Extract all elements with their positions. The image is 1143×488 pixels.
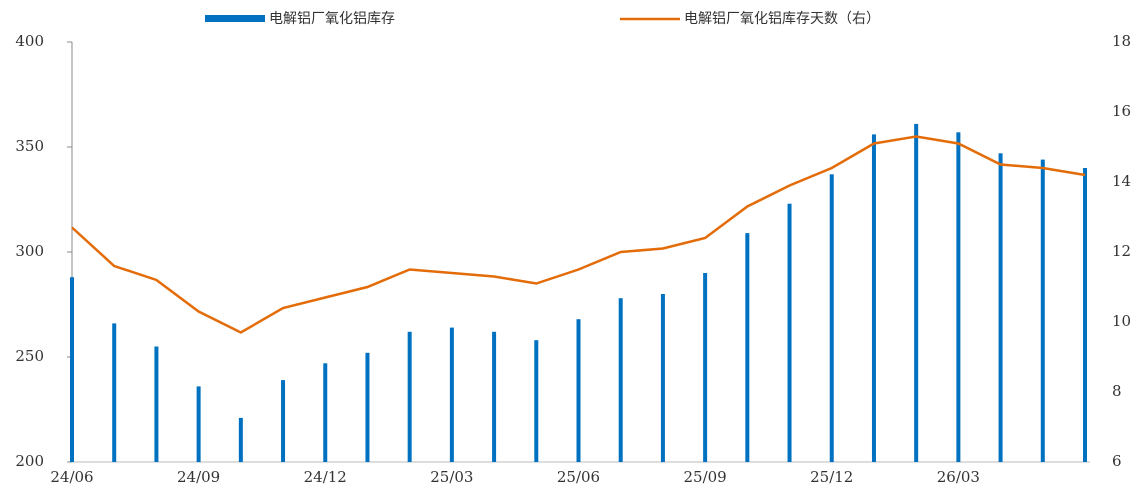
bar: [998, 153, 1003, 463]
x-tick-label: 25/09: [684, 468, 727, 486]
bar: [70, 277, 74, 462]
y2-tick-label: 6: [1112, 452, 1122, 470]
legend: 电解铝厂氧化铝库存 电解铝厂氧化铝库存天数（右）: [205, 11, 880, 27]
bar: [365, 352, 370, 462]
x-tick-label: 24/12: [304, 468, 347, 486]
bar: [449, 327, 454, 462]
bar: [956, 132, 961, 463]
y2-tick-label: 8: [1112, 382, 1122, 400]
x-tick-label: 24/09: [177, 468, 220, 486]
bar: [914, 123, 919, 463]
line: [71, 135, 1086, 334]
x-tick-label: 25/06: [557, 468, 600, 486]
bar: [534, 340, 539, 462]
bar: [112, 323, 117, 462]
x-tick-label: 25/03: [430, 468, 473, 486]
bar: [281, 380, 286, 462]
bar: [660, 294, 665, 462]
y2-tick-label: 12: [1112, 242, 1131, 260]
y-tick-label: 400: [15, 32, 44, 50]
bar: [871, 134, 876, 462]
bar: [238, 417, 243, 462]
y2-tick-label: 16: [1112, 102, 1131, 120]
x-tick-label: 26/03: [937, 468, 980, 486]
y2-tick-label: 10: [1112, 312, 1131, 330]
y-tick-label: 200: [15, 452, 44, 470]
bar: [703, 273, 708, 462]
bar: [787, 203, 792, 462]
bar: [196, 386, 201, 462]
y-tick-label: 350: [15, 137, 44, 155]
bar: [829, 174, 834, 463]
bar: [745, 233, 750, 462]
bar: [154, 346, 159, 462]
legend-label: 电解铝厂氧化铝库存: [269, 11, 395, 27]
legend-swatch: [205, 15, 265, 22]
bar: [1040, 159, 1045, 462]
x-tick-label: 25/12: [810, 468, 853, 486]
bar: [492, 331, 497, 462]
legend-label: 电解铝厂氧化铝库存天数（右）: [684, 11, 880, 27]
y2-tick-label: 18: [1112, 32, 1131, 50]
y-tick-label: 300: [15, 242, 44, 260]
bar: [576, 319, 581, 462]
bar: [407, 331, 412, 462]
bar: [618, 298, 623, 462]
y2-tick-label: 14: [1112, 172, 1131, 190]
x-tick-label: 24/06: [50, 468, 93, 486]
bar: [1083, 168, 1087, 462]
bar: [323, 363, 328, 462]
y-tick-label: 250: [15, 347, 44, 365]
